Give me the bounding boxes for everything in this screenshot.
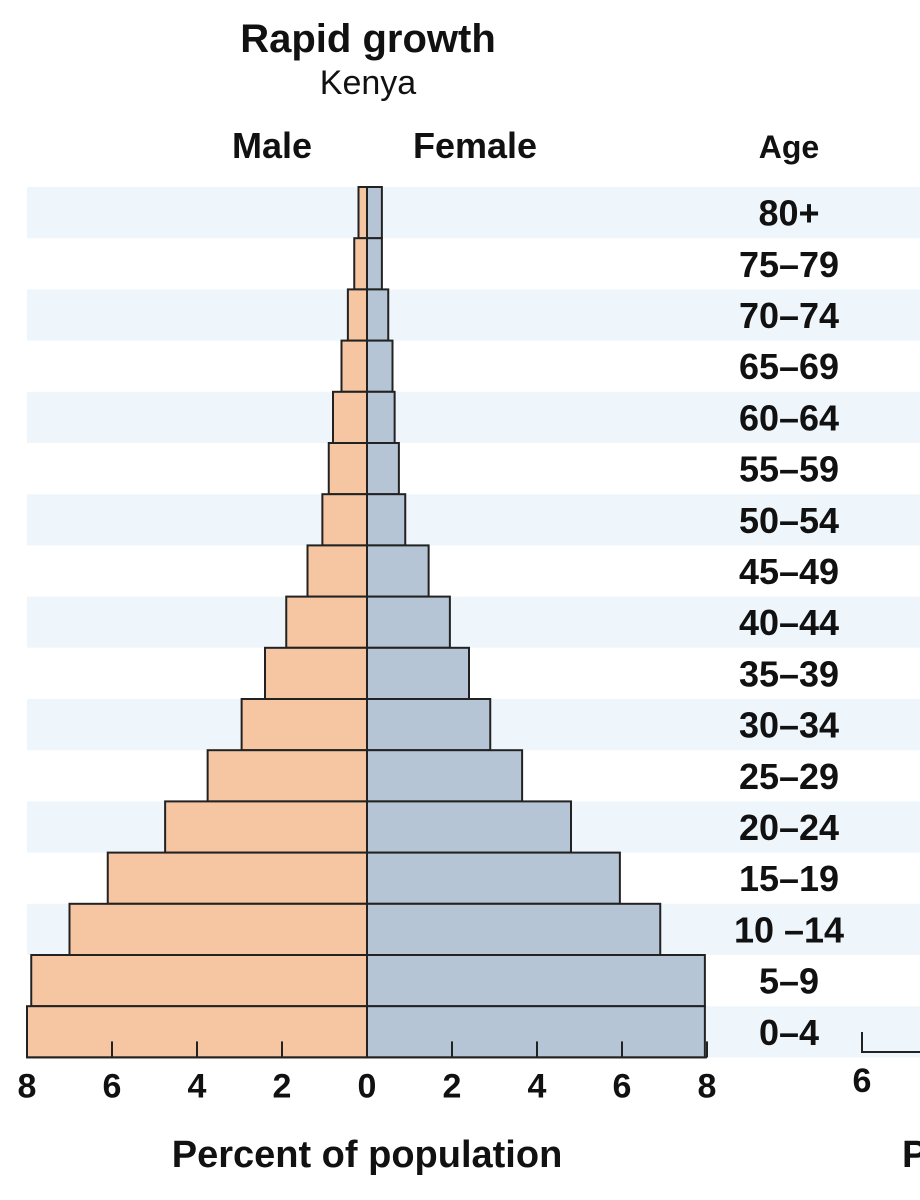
age-label-10-14: 10 –14 — [734, 909, 844, 950]
age-label-40-44: 40–44 — [739, 602, 839, 643]
male-header: Male — [232, 125, 312, 166]
female-bar-15-19 — [366, 851, 621, 905]
male-bar-45-49 — [306, 544, 368, 598]
next-chart-label-fragment: P — [902, 1134, 920, 1176]
x-tick-label: 0 — [358, 1067, 377, 1105]
male-bar-30-34 — [240, 698, 368, 752]
male-bar-20-24 — [164, 800, 368, 854]
male-bar-55-59 — [327, 442, 368, 496]
male-bar-10-14 — [68, 902, 368, 956]
female-bar-65-69 — [366, 339, 394, 393]
female-bar-0-4 — [366, 1005, 706, 1059]
age-label-35-39: 35–39 — [739, 653, 839, 694]
male-bar-60-64 — [332, 390, 368, 444]
male-bar-75-79 — [353, 237, 368, 291]
male-bar-50-54 — [321, 493, 368, 547]
chart-subtitle: Kenya — [320, 64, 416, 102]
male-bar-15-19 — [106, 851, 368, 905]
age-label-30-34: 30–34 — [739, 705, 839, 746]
female-bar-35-39 — [366, 646, 470, 700]
x-tick-label: 4 — [188, 1067, 207, 1105]
male-bar-80plus — [357, 186, 368, 240]
female-bar-45-49 — [366, 544, 430, 598]
row-band-40-44 — [27, 596, 920, 648]
chart-title: Rapid growth — [240, 17, 496, 61]
x-tick-label: 6 — [103, 1067, 122, 1105]
x-tick-label: 8 — [698, 1067, 717, 1105]
age-labels: 80+ 75–79 70–74 65–69 60–64 55–59 50–54 45–49 40… — [734, 193, 844, 1053]
row-band-50-54 — [27, 494, 920, 546]
male-bar-35-39 — [264, 646, 368, 700]
female-bar-50-54 — [366, 493, 407, 547]
next-chart-axis-fragment — [861, 1032, 920, 1053]
age-header: Age — [759, 129, 819, 165]
age-label-55-59: 55–59 — [739, 449, 839, 490]
row-band-80plus — [27, 187, 920, 239]
age-label-45-49: 45–49 — [739, 551, 839, 592]
female-bar-75-79 — [366, 237, 383, 291]
age-label-80plus: 80+ — [758, 193, 819, 234]
female-bar-70-74 — [366, 288, 390, 342]
male-bar-70-74 — [346, 288, 368, 342]
male-bar-5-9 — [30, 954, 368, 1008]
x-tick-label: 2 — [443, 1067, 462, 1105]
age-label-60-64: 60–64 — [739, 397, 839, 438]
x-tick-label: 8 — [18, 1067, 37, 1105]
x-axis-label: Percent of population — [172, 1134, 563, 1176]
x-tick-label: 4 — [528, 1067, 547, 1105]
male-bar-25-29 — [206, 749, 368, 803]
female-bar-10-14 — [366, 902, 662, 956]
age-label-15-19: 15–19 — [739, 858, 839, 899]
age-label-50-54: 50–54 — [739, 500, 839, 541]
x-tick-label: 6 — [613, 1067, 632, 1105]
female-bars — [366, 186, 706, 1059]
female-bar-55-59 — [366, 442, 400, 496]
male-bar-40-44 — [285, 595, 368, 649]
row-band-60-64 — [27, 391, 920, 443]
female-bar-40-44 — [366, 595, 451, 649]
age-label-0-4: 0–4 — [759, 1012, 819, 1053]
row-band-70-74 — [27, 289, 920, 341]
age-label-75-79: 75–79 — [739, 244, 839, 285]
female-bar-25-29 — [366, 749, 524, 803]
next-chart-tick: 6 — [853, 1062, 872, 1100]
age-label-20-24: 20–24 — [739, 807, 839, 848]
female-bar-20-24 — [366, 800, 572, 854]
age-label-70-74: 70–74 — [739, 295, 839, 336]
female-bar-60-64 — [366, 390, 396, 444]
x-tick-label: 2 — [273, 1067, 292, 1105]
female-bar-30-34 — [366, 698, 492, 752]
x-axis: 8 6 4 2 0 2 4 6 8 — [18, 1041, 717, 1105]
age-label-5-9: 5–9 — [759, 961, 819, 1002]
male-bar-65-69 — [340, 339, 368, 393]
male-bars — [26, 186, 368, 1059]
female-header: Female — [413, 125, 537, 166]
female-bar-5-9 — [366, 954, 706, 1008]
female-bar-80plus — [366, 186, 383, 240]
age-label-25-29: 25–29 — [739, 756, 839, 797]
age-label-65-69: 65–69 — [739, 346, 839, 387]
